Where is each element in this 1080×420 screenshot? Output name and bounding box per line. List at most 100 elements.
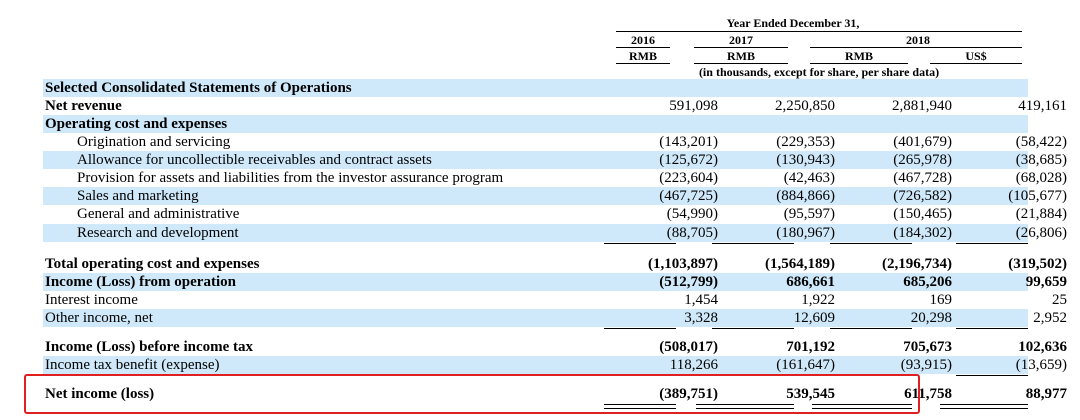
cell-2018-rmb: 611,758 xyxy=(904,386,952,402)
row-label: Research and development xyxy=(77,225,239,241)
currency-rule-2016 xyxy=(616,63,670,64)
row-label: Income tax benefit (expense) xyxy=(45,357,220,373)
cell-2016: (389,751) xyxy=(659,386,718,402)
cell-2018-usd: (21,884) xyxy=(1015,206,1067,222)
table-row-net-income: Net income (loss) (389,751) 539,545 611,… xyxy=(43,385,1067,403)
table-row-other-income: Other income, net 3,328 12,609 20,298 2,… xyxy=(43,309,1067,327)
cell-2018-rmb: (184,302) xyxy=(893,225,952,241)
cell-2017: (229,353) xyxy=(776,134,835,150)
cell-2018-usd: 99,659 xyxy=(1025,274,1067,290)
period-header: Year Ended December 31, xyxy=(726,16,860,30)
cell-2018-rmb: (467,728) xyxy=(893,170,952,186)
row-label: Total operating cost and expenses xyxy=(45,256,260,272)
subtotal-rule-2017 xyxy=(712,243,794,244)
year-rule-2018 xyxy=(810,47,1022,48)
currency-2017: RMB xyxy=(727,49,755,63)
table-row-operating-cost-header: Operating cost and expenses xyxy=(43,115,1028,133)
row-label: Sales and marketing xyxy=(77,188,199,204)
currency-rule-2018-rmb xyxy=(810,63,908,64)
row-label: Net revenue xyxy=(45,98,122,114)
cell-2018-usd: 2,952 xyxy=(1033,310,1067,326)
subtotal-rule-2018-usd xyxy=(956,375,1028,376)
table-row-income-from-operation: Income (Loss) from operation (512,799) 6… xyxy=(43,273,1067,291)
cell-2016: (143,201) xyxy=(659,134,718,150)
total-double-rule-2016 xyxy=(604,404,676,409)
row-label: Income (Loss) from operation xyxy=(45,274,236,290)
cell-2016: (54,990) xyxy=(666,206,718,222)
subtotal-rule-2018-rmb xyxy=(830,243,912,244)
cell-2017: (1,564,189) xyxy=(765,256,835,272)
cell-2018-usd: (319,502) xyxy=(1008,256,1067,272)
table-row-income-tax: Income tax benefit (expense) 118,266 (16… xyxy=(43,356,1067,374)
cell-2018-rmb: (265,978) xyxy=(893,152,952,168)
currency-rule-2018-usd xyxy=(930,63,1022,64)
table-row-total-operating-cost: Total operating cost and expenses (1,103… xyxy=(43,255,1067,273)
currency-2018-rmb: RMB xyxy=(845,49,873,63)
cell-2017: 686,661 xyxy=(786,274,835,290)
cell-2017: (42,463) xyxy=(783,170,835,186)
cell-2018-rmb: (93,915) xyxy=(900,357,952,373)
cell-2016: 591,098 xyxy=(669,98,718,114)
year-2016: 2016 xyxy=(631,33,655,47)
subtotal-rule-2017 xyxy=(712,328,794,329)
row-label: Selected Consolidated Statements of Oper… xyxy=(45,80,352,96)
cell-2017: (130,943) xyxy=(776,152,835,168)
table-row-provision: Provision for assets and liabilities fro… xyxy=(43,169,1067,187)
cell-2017: (884,866) xyxy=(776,188,835,204)
subtotal-rule-2018-usd xyxy=(956,328,1028,329)
cell-2018-usd: (68,028) xyxy=(1015,170,1067,186)
cell-2018-rmb: 705,673 xyxy=(903,339,952,355)
cell-2017: (161,647) xyxy=(776,357,835,373)
cell-2018-usd: (38,685) xyxy=(1015,152,1067,168)
cell-2018-rmb: (726,582) xyxy=(893,188,952,204)
currency-2016: RMB xyxy=(629,49,657,63)
cell-2016: 1,454 xyxy=(684,292,718,308)
table-row-allowance: Allowance for uncollectible receivables … xyxy=(43,151,1067,169)
cell-2018-rmb: (401,679) xyxy=(893,134,952,150)
cell-2017: 701,192 xyxy=(786,339,835,355)
cell-2018-rmb: (150,465) xyxy=(893,206,952,222)
cell-2016: (508,017) xyxy=(659,339,718,355)
cell-2018-usd: (58,422) xyxy=(1015,134,1067,150)
cell-2018-usd: 419,161 xyxy=(1018,98,1067,114)
cell-2016: (125,672) xyxy=(659,152,718,168)
year-rule-2016 xyxy=(616,47,670,48)
subtotal-rule-2016 xyxy=(604,328,676,329)
cell-2017: (180,967) xyxy=(776,225,835,241)
table-row-interest-income: Interest income 1,454 1,922 169 25 xyxy=(43,291,1067,309)
cell-2017: 539,545 xyxy=(786,386,835,402)
total-double-rule-2018-rmb xyxy=(812,404,912,409)
cell-2018-usd: (105,677) xyxy=(1008,188,1067,204)
table-row-sales-marketing: Sales and marketing (467,725) (884,866) … xyxy=(43,187,1067,205)
cell-2016: (223,604) xyxy=(659,170,718,186)
cell-2017: (95,597) xyxy=(783,206,835,222)
row-label: Provision for assets and liabilities fro… xyxy=(77,170,504,186)
cell-2016: 3,328 xyxy=(684,310,718,326)
cell-2017: 1,922 xyxy=(801,292,835,308)
cell-2018-usd: 25 xyxy=(1052,292,1067,308)
table-row-origination: Origination and servicing (143,201) (229… xyxy=(43,133,1067,151)
cell-2016: (512,799) xyxy=(659,274,718,290)
year-rule-2017 xyxy=(694,47,788,48)
cell-2018-usd: (13,659) xyxy=(1015,357,1067,373)
total-double-rule-2017 xyxy=(696,404,794,409)
cell-2016: (88,705) xyxy=(666,225,718,241)
subtotal-rule-2018-usd xyxy=(956,243,1028,244)
units-note: (in thousands, except for share, per sha… xyxy=(698,65,940,79)
table-row-section-title: Selected Consolidated Statements of Oper… xyxy=(43,79,1028,97)
cell-2018-usd: 102,636 xyxy=(1018,339,1067,355)
net-income-highlight-box xyxy=(24,374,920,414)
cell-2018-rmb: 169 xyxy=(929,292,953,308)
cell-2016: 118,266 xyxy=(669,357,718,373)
currency-rule-2017 xyxy=(694,63,788,64)
cell-2018-rmb: 2,881,940 xyxy=(892,98,952,114)
period-rule xyxy=(616,31,1022,32)
cell-2018-usd: 88,977 xyxy=(1025,386,1067,402)
cell-2016: (1,103,897) xyxy=(648,256,718,272)
row-label: Origination and servicing xyxy=(77,134,231,150)
cell-2017: 12,609 xyxy=(793,310,835,326)
cell-2018-rmb: 685,206 xyxy=(903,274,952,290)
row-label: Interest income xyxy=(45,292,138,308)
row-label: General and administrative xyxy=(77,206,240,222)
cell-2018-rmb: (2,196,734) xyxy=(882,256,952,272)
